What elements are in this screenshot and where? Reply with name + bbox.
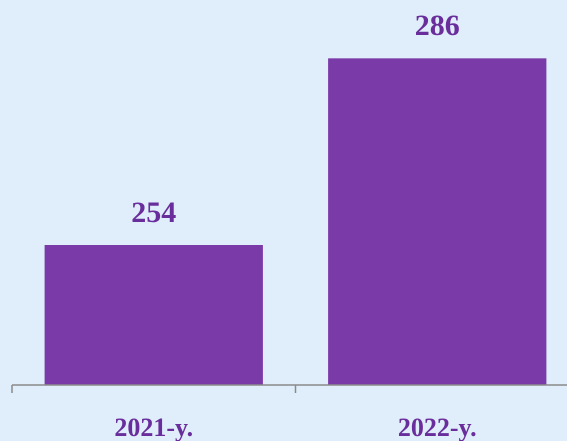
- bar: [44, 245, 263, 385]
- data-label: 254: [131, 196, 176, 229]
- bar: [328, 58, 547, 385]
- data-label: 286: [415, 9, 460, 42]
- x-tick-label: 2021-y.: [114, 413, 193, 441]
- x-tick-label: 2022-y.: [398, 413, 477, 441]
